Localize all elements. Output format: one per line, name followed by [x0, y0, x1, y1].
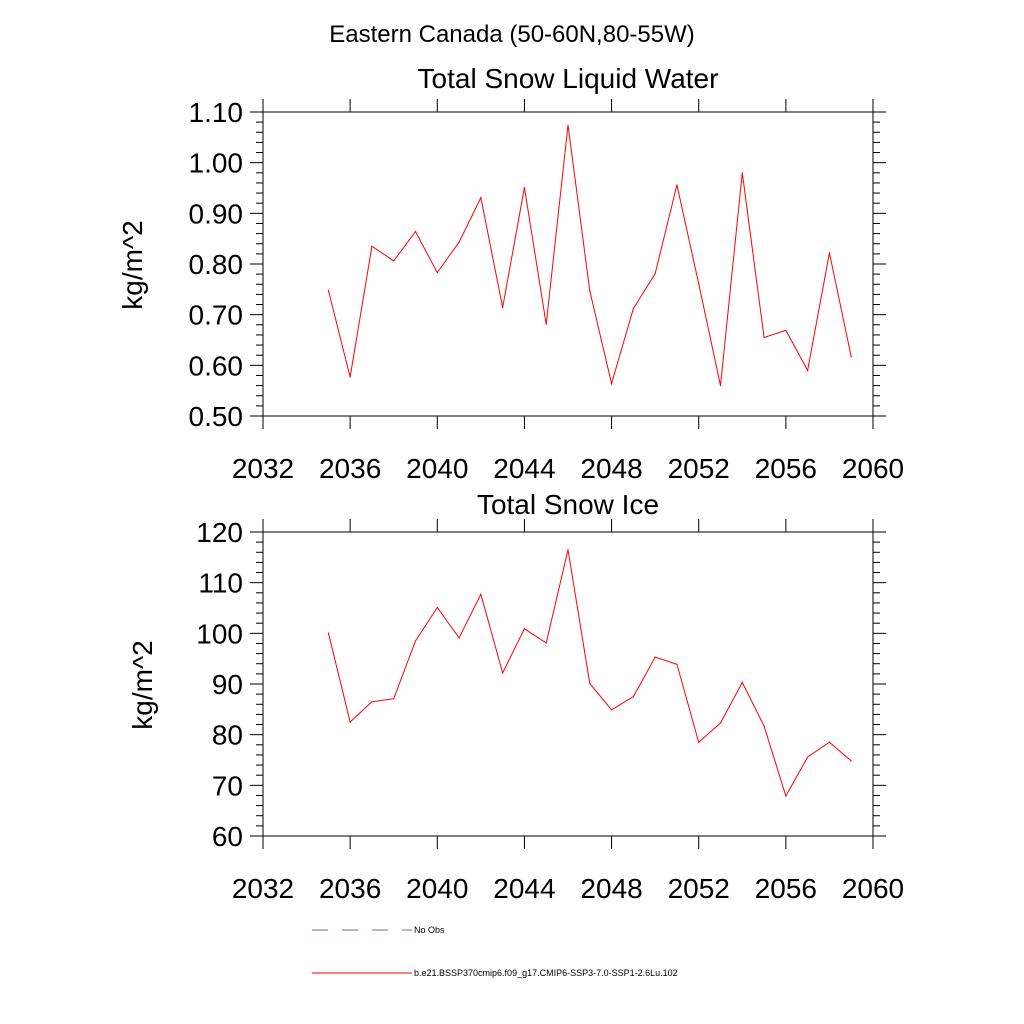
plot-area: 2032 2036 2040 2044 2048 2052 2056 2060 60 70 80 90…: [196, 517, 904, 904]
data-point: [458, 637, 460, 639]
plot-area: 2032 2036 2040 2044 2048 2052 2056 2060 0.50 0.60…: [189, 97, 905, 484]
x-tick-label: 2040: [406, 453, 468, 484]
figure-suptitle: Eastern Canada (50-60N,80-55W): [329, 21, 695, 48]
data-point: [719, 385, 722, 387]
y-axis-label: kg/m^2: [127, 640, 158, 729]
x-tick-label: 2032: [232, 453, 294, 484]
y-tick-label: 0.60: [189, 350, 244, 381]
data-point: [676, 184, 678, 186]
x-tick-label: 2040: [406, 873, 468, 904]
data-point: [523, 628, 526, 630]
data-point: [327, 289, 329, 291]
y-tick-label: 60: [212, 821, 243, 852]
x-tick-label: 2060: [842, 453, 904, 484]
data-point: [327, 632, 329, 634]
panel-snow-ice: Total Snow Ice kg/m^2 2032 2036 2040 2044 20…: [127, 489, 904, 904]
series-line: [327, 549, 852, 798]
y-tick-label: 0.90: [189, 198, 244, 229]
data-point: [850, 356, 852, 358]
data-point: [632, 307, 634, 310]
data-point: [589, 682, 591, 685]
data-point: [567, 549, 569, 551]
data-point: [850, 760, 852, 762]
data-point: [632, 696, 634, 698]
data-point: [741, 681, 743, 684]
data-point: [545, 642, 547, 644]
y-tick-label: 100: [196, 618, 243, 649]
data-point: [545, 323, 547, 325]
y-tick-label: 120: [196, 517, 243, 548]
series-line: [327, 125, 852, 386]
x-tick-label: 2056: [755, 873, 817, 904]
data-point: [828, 741, 831, 743]
data-point: [719, 722, 722, 724]
y-tick-label: 1.00: [189, 148, 244, 179]
data-point: [763, 725, 765, 727]
data-point: [436, 272, 438, 274]
y-tick-label: 110: [198, 568, 243, 599]
data-point: [458, 241, 460, 243]
data-point: [654, 273, 656, 275]
data-point: [807, 756, 809, 758]
y-tick-label: 70: [212, 770, 243, 801]
data-point: [828, 252, 831, 254]
data-point: [371, 245, 373, 247]
data-point: [393, 698, 395, 700]
data-point: [502, 306, 504, 309]
data-point: [523, 186, 526, 189]
data-point: [567, 124, 569, 126]
data-point: [414, 640, 417, 642]
x-tick-label: 2056: [755, 453, 817, 484]
data-point: [480, 593, 482, 595]
data-point: [414, 230, 417, 233]
x-tick-label: 2044: [493, 873, 555, 904]
x-tick-label: 2032: [232, 873, 294, 904]
chart-title: Total Snow Liquid Water: [418, 63, 719, 94]
x-tick-label: 2044: [493, 453, 555, 484]
y-axis-label: kg/m^2: [117, 220, 148, 309]
data-point: [785, 795, 787, 797]
x-tick-label: 2052: [668, 873, 730, 904]
x-tick-label: 2048: [580, 873, 642, 904]
y-tick-label: 80: [212, 720, 243, 751]
y-tick-label: 0.70: [189, 300, 244, 331]
data-point: [393, 260, 395, 262]
chart-title: Total Snow Ice: [477, 489, 659, 520]
x-tick-label: 2052: [668, 453, 730, 484]
x-tick-label: 2060: [842, 873, 904, 904]
x-tick-label: 2036: [319, 453, 381, 484]
legend-label-model: b.e21.BSSP370cmip6.f09_g17.CMIP6-SSP3-7.…: [414, 968, 678, 978]
data-point: [502, 672, 504, 674]
panel-snow-liquid-water: Total Snow Liquid Water kg/m^2 2032 2036 2…: [117, 63, 904, 484]
data-point: [349, 376, 351, 378]
legend-label-no-obs: No Obs: [414, 925, 445, 935]
data-point: [610, 382, 613, 385]
y-tick-label: 0.50: [189, 401, 244, 432]
legend: No Obs b.e21.BSSP370cmip6.f09_g17.CMIP6-…: [312, 925, 678, 978]
data-point: [698, 741, 700, 743]
data-point: [654, 656, 656, 658]
data-point: [349, 721, 351, 723]
x-tick-label: 2048: [580, 453, 642, 484]
data-point: [763, 336, 765, 339]
data-point: [676, 663, 678, 665]
data-point: [807, 369, 809, 371]
data-point: [610, 709, 613, 711]
data-point: [698, 283, 700, 285]
plot-frame: [262, 531, 874, 837]
data-point: [589, 290, 591, 292]
data-point: [480, 197, 482, 199]
y-tick-label: 0.80: [189, 249, 244, 280]
plot-frame: [262, 111, 874, 417]
data-point: [785, 329, 787, 331]
data-point: [436, 606, 438, 609]
y-tick-label: 1.10: [189, 97, 244, 128]
data-point: [371, 701, 373, 703]
x-tick-label: 2036: [319, 873, 381, 904]
data-point: [741, 172, 743, 174]
y-tick-label: 90: [212, 669, 243, 700]
